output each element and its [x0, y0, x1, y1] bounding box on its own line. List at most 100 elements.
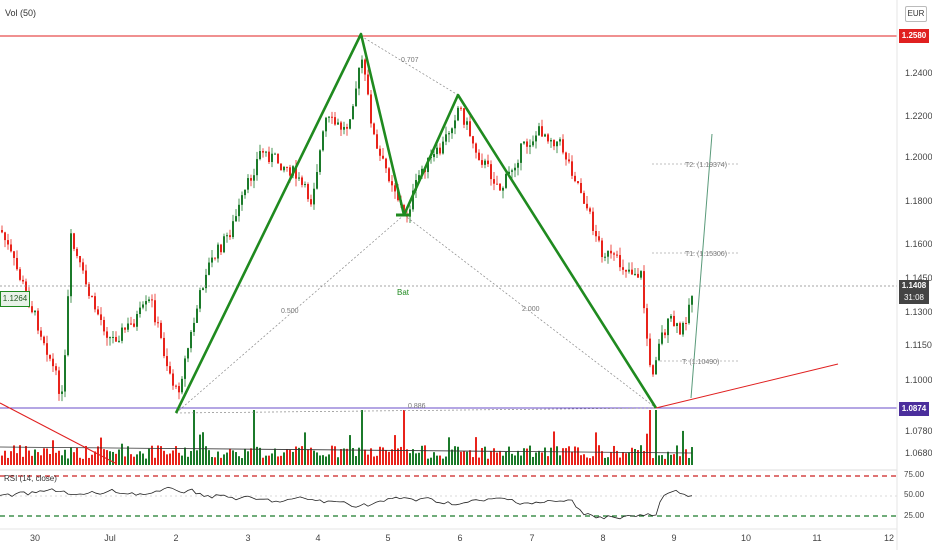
candle-body [280, 163, 282, 171]
candle-body [70, 233, 72, 297]
candle-body [88, 284, 90, 296]
candle-body [382, 155, 384, 159]
price-tick-label: 1.2200 [905, 111, 932, 121]
candle-body [91, 295, 93, 297]
volume-bar [412, 449, 414, 465]
price-tick-label: 1.0780 [905, 426, 932, 436]
candle-body [691, 296, 693, 305]
price-tick-label: 1.1450 [905, 273, 932, 283]
candle-body [277, 153, 279, 164]
volume-bar [265, 455, 267, 465]
volume-bar [556, 446, 558, 465]
candle-body [199, 290, 201, 309]
volume-bar [88, 457, 90, 465]
candle-body [157, 322, 159, 324]
candle-body [100, 314, 102, 320]
candle-body [76, 248, 78, 256]
candle-body [115, 336, 117, 342]
volume-bar [586, 457, 588, 465]
candle-body [205, 274, 207, 289]
volume-bar [139, 451, 141, 465]
candle-body [145, 301, 147, 305]
ratio-label-0500: 0.500 [281, 308, 299, 315]
volume-bar [430, 457, 432, 465]
volume-bar [124, 456, 126, 465]
volume-bar [508, 446, 510, 465]
candle-body [337, 122, 339, 125]
candle-body [31, 306, 33, 313]
candle-body [472, 136, 474, 144]
candle-body [262, 151, 264, 153]
ratio-label-0886: 0.886 [408, 403, 426, 410]
volume-bar [193, 410, 195, 465]
volume-indicator-label[interactable]: Vol (50) [5, 8, 37, 18]
volume-bar [259, 447, 261, 465]
candle-body [64, 355, 66, 392]
volume-bar [136, 454, 138, 465]
candle-body [1, 230, 3, 233]
trend-line-down[interactable] [0, 402, 116, 464]
candle-body [196, 308, 198, 323]
volume-bar [505, 451, 507, 465]
rsi-label-75: 75.00 [904, 470, 925, 479]
candle-body [493, 179, 495, 184]
projection-path[interactable] [690, 133, 713, 399]
volume-bar [463, 451, 465, 465]
candle-body [649, 338, 651, 366]
current-price-tag: 1.1408 31:08 [899, 280, 929, 304]
candle-body [610, 250, 612, 254]
volume-bar [289, 449, 291, 465]
time-tick-label: 30 [30, 533, 40, 543]
trend-line-up[interactable] [655, 363, 839, 409]
volume-bar [271, 453, 273, 465]
candle-body [460, 107, 462, 109]
volume-bar [223, 454, 225, 465]
volume-bar [52, 440, 54, 465]
volume-bar [112, 451, 114, 465]
volume-bar [406, 449, 408, 465]
volume-bar [166, 454, 168, 465]
candle-body [607, 250, 609, 257]
volume-bar [493, 448, 495, 465]
volume-bar [94, 451, 96, 465]
candle-body [490, 164, 492, 180]
candle-body [481, 160, 483, 165]
volume-bar [400, 446, 402, 465]
volume-bar [592, 456, 594, 465]
time-tick-label: 6 [457, 533, 462, 543]
candle-body [118, 340, 120, 342]
candle-body [19, 269, 21, 280]
volume-bar [595, 432, 597, 465]
volume-bar [133, 456, 135, 465]
candle-body [160, 322, 162, 338]
candle-body [514, 167, 516, 171]
price-tick-label: 1.1600 [905, 239, 932, 249]
rsi-indicator-label[interactable]: RSI (14, close) [4, 474, 57, 483]
volume-bar [358, 447, 360, 465]
volume-bar [613, 445, 615, 465]
candle-body [286, 166, 288, 168]
time-tick-label: 5 [385, 533, 390, 543]
time-tick-label: 3 [245, 533, 250, 543]
volume-bar [652, 458, 654, 465]
candle-body [577, 181, 579, 184]
candle-body [253, 175, 255, 181]
volume-bar [541, 452, 543, 465]
volume-bar [385, 450, 387, 465]
volume-bar [685, 449, 687, 465]
candle-body [556, 141, 558, 147]
price-tick-label: 1.2000 [905, 152, 932, 162]
volume-bar [334, 446, 336, 465]
volume-bar [247, 451, 249, 465]
currency-button[interactable]: EUR [905, 6, 927, 22]
volume-bar [214, 457, 216, 465]
candle-body [319, 150, 321, 173]
candle-body [568, 159, 570, 162]
volume-bar [343, 448, 345, 465]
volume-bar [130, 454, 132, 465]
volume-bar [589, 458, 591, 465]
support-price-tag: 1.0874 [899, 402, 929, 416]
volume-bar [520, 455, 522, 465]
candle-body [223, 236, 225, 253]
